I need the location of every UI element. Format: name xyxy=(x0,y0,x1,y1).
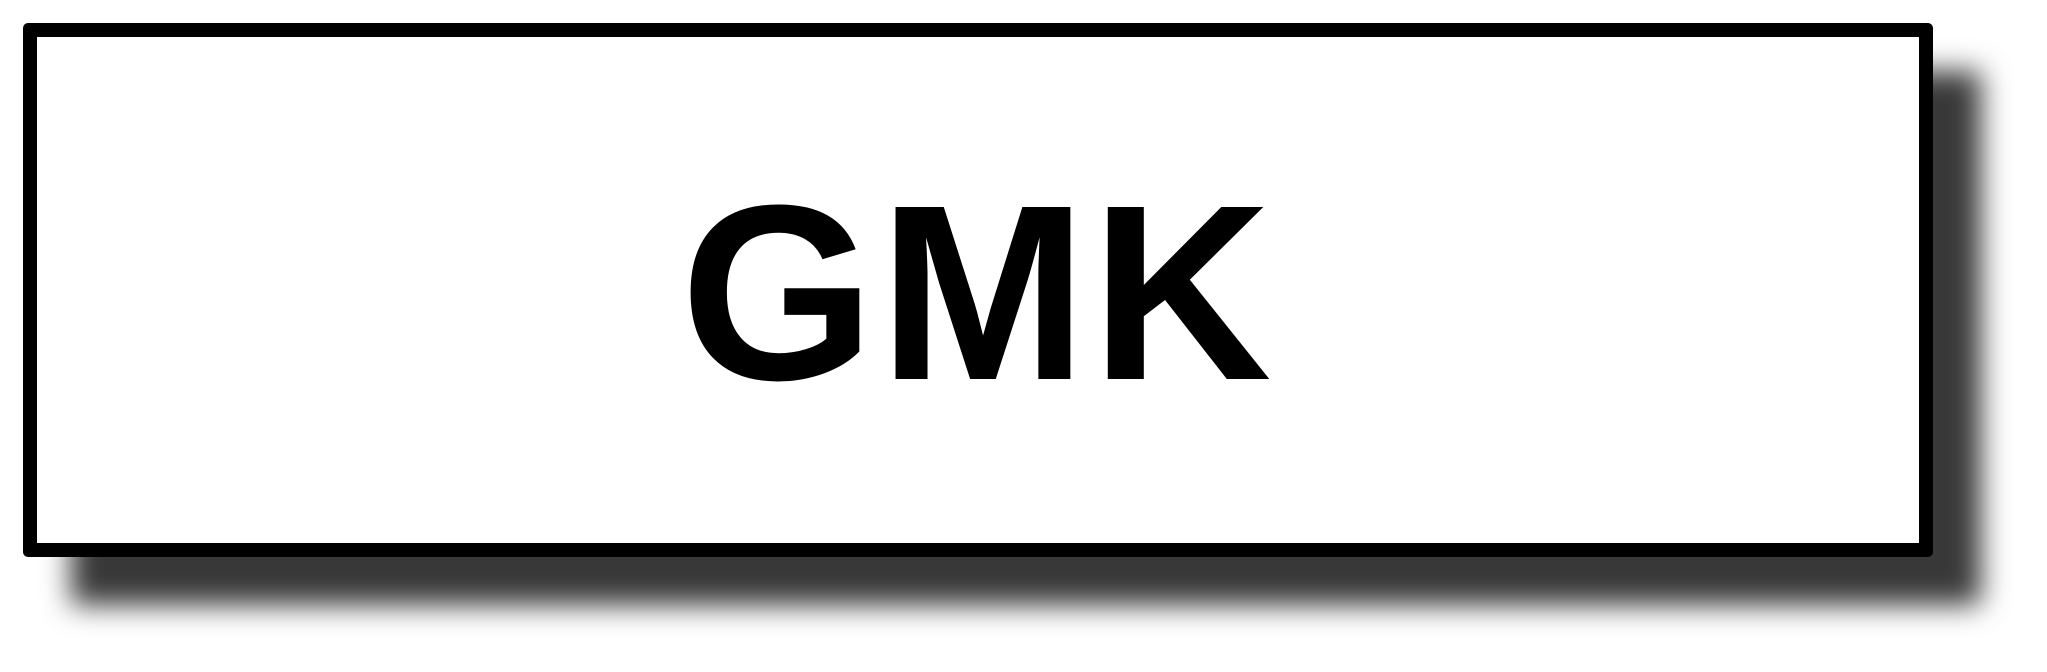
label-box: GMK xyxy=(23,23,1933,557)
label-text: GMK xyxy=(680,153,1276,432)
